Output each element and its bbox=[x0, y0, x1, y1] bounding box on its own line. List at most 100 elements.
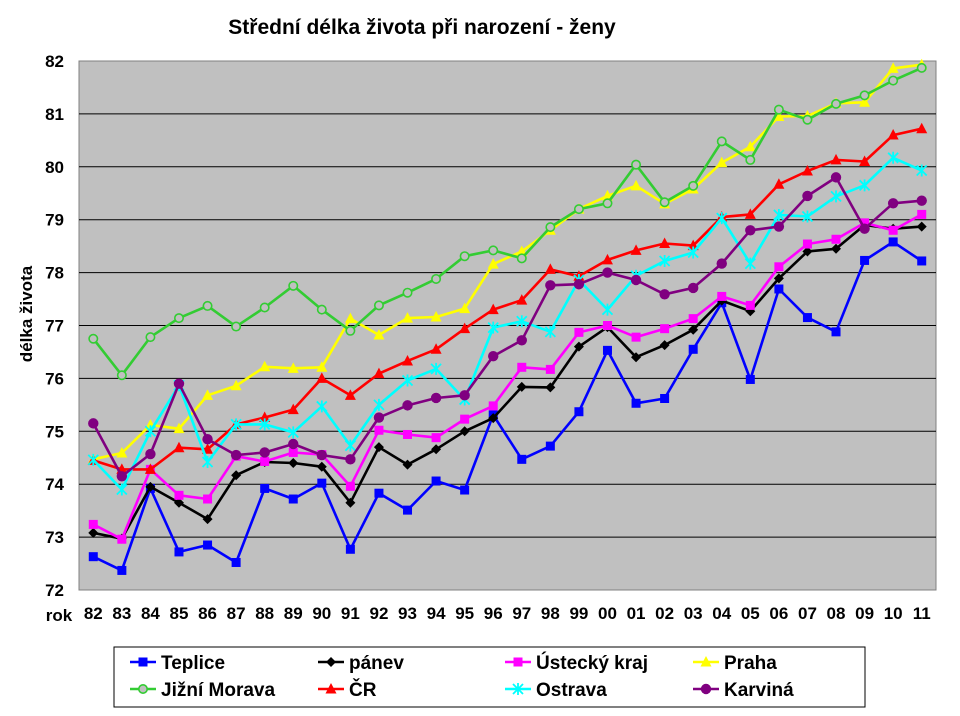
data-point bbox=[801, 165, 813, 176]
data-point bbox=[87, 453, 99, 466]
legend-marker bbox=[700, 683, 712, 695]
data-point bbox=[773, 110, 785, 122]
data-point bbox=[688, 324, 699, 335]
data-point bbox=[659, 340, 670, 351]
data-point bbox=[402, 287, 413, 298]
data-point bbox=[373, 442, 384, 453]
data-point bbox=[116, 446, 128, 458]
data-point bbox=[345, 454, 356, 465]
data-point bbox=[430, 311, 442, 322]
data-point bbox=[431, 444, 442, 455]
data-point bbox=[430, 392, 442, 404]
data-point bbox=[344, 389, 356, 400]
data-point bbox=[860, 255, 870, 265]
series-line bbox=[93, 63, 922, 461]
x-tick-label: 84 bbox=[141, 604, 160, 623]
data-point bbox=[373, 367, 385, 379]
legend-label: pánev bbox=[349, 653, 404, 674]
legend-label: Ostrava bbox=[536, 680, 607, 701]
data-point bbox=[516, 245, 528, 256]
legend-label: Karviná bbox=[724, 680, 794, 701]
data-point bbox=[745, 300, 755, 310]
data-point bbox=[459, 302, 471, 314]
x-tick-label: 94 bbox=[427, 604, 446, 623]
series-line bbox=[92, 240, 923, 572]
data-point bbox=[373, 412, 385, 423]
data-point bbox=[773, 178, 785, 189]
legend-marker bbox=[325, 683, 337, 694]
data-point bbox=[716, 156, 728, 168]
data-point bbox=[717, 291, 727, 301]
data-point bbox=[402, 312, 414, 323]
data-point bbox=[459, 322, 471, 334]
data-point bbox=[917, 209, 927, 219]
data-point bbox=[716, 212, 728, 225]
data-point bbox=[116, 370, 127, 381]
data-point bbox=[887, 198, 899, 209]
legend-item: Ostrava bbox=[505, 680, 607, 701]
x-tick-label: 04 bbox=[712, 604, 731, 623]
data-point bbox=[203, 494, 213, 504]
data-point bbox=[88, 333, 99, 344]
data-point bbox=[173, 422, 185, 434]
x-tick-label: 11 bbox=[913, 604, 931, 623]
data-point bbox=[174, 490, 184, 500]
data-point bbox=[745, 374, 755, 384]
data-point bbox=[288, 458, 299, 469]
data-point bbox=[401, 374, 414, 387]
data-point bbox=[602, 321, 612, 330]
legend-item: Ústecký kraj bbox=[505, 652, 648, 674]
legend-label: Praha bbox=[724, 653, 777, 674]
data-point bbox=[744, 208, 756, 219]
y-tick-label: 82 bbox=[45, 52, 64, 71]
data-point bbox=[230, 379, 242, 391]
data-point bbox=[860, 218, 870, 228]
data-point bbox=[831, 243, 842, 254]
data-point bbox=[431, 273, 442, 284]
series-line bbox=[92, 213, 923, 541]
x-tick-label: 09 bbox=[855, 604, 874, 623]
data-point bbox=[774, 284, 784, 294]
data-point bbox=[288, 494, 298, 504]
data-point bbox=[545, 222, 556, 233]
data-point bbox=[231, 557, 241, 567]
data-point bbox=[687, 246, 699, 259]
legend-item: Jižní Morava bbox=[130, 680, 275, 701]
data-point bbox=[202, 300, 213, 311]
data-point bbox=[288, 438, 299, 450]
data-point bbox=[345, 481, 355, 491]
chart-title: Střední délka života při narození - ženy bbox=[228, 16, 616, 39]
legend-item: ČR bbox=[318, 679, 377, 701]
data-point bbox=[287, 403, 299, 415]
data-point bbox=[831, 98, 842, 109]
legend-label: Ústecký kraj bbox=[536, 652, 648, 674]
data-point bbox=[116, 471, 128, 482]
y-tick-label: 72 bbox=[45, 581, 64, 600]
legend-marker bbox=[700, 656, 712, 667]
data-point bbox=[744, 140, 756, 152]
data-point bbox=[802, 190, 813, 202]
legend-box bbox=[113, 646, 866, 708]
data-point bbox=[488, 413, 499, 424]
data-point bbox=[887, 62, 899, 73]
data-point bbox=[288, 280, 299, 291]
data-point bbox=[859, 96, 871, 107]
x-tick-label: 95 bbox=[455, 604, 474, 623]
data-point bbox=[345, 325, 356, 336]
data-point bbox=[517, 454, 527, 464]
legend-label: Jižní Morava bbox=[161, 680, 275, 701]
data-point bbox=[374, 488, 384, 498]
data-point bbox=[830, 172, 842, 183]
legend: Teplice pánev Ústecký kraj Praha Jižní Morav… bbox=[113, 646, 866, 708]
data-point bbox=[631, 352, 642, 363]
data-point bbox=[517, 362, 527, 372]
data-point bbox=[316, 400, 328, 413]
data-point bbox=[201, 455, 214, 468]
data-point bbox=[545, 441, 555, 451]
data-point bbox=[859, 155, 871, 167]
data-point bbox=[203, 540, 213, 550]
x-tick-label: 89 bbox=[284, 604, 303, 623]
legend-marker bbox=[512, 683, 524, 695]
data-point bbox=[830, 190, 842, 203]
data-point bbox=[487, 258, 499, 269]
